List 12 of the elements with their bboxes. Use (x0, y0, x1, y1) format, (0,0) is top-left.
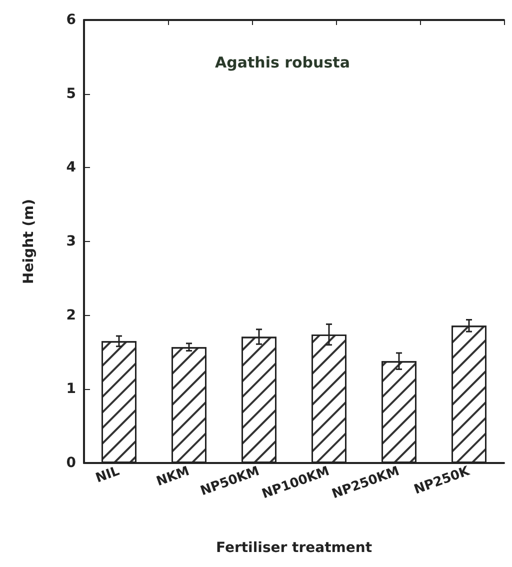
y-tick-label: 1 (66, 381, 76, 398)
y-tick-label: 2 (66, 307, 76, 324)
y-tick-label: 6 (66, 12, 76, 28)
y-tick-label: 0 (66, 455, 76, 471)
y-tick-label: 3 (66, 234, 76, 250)
y-axis-title: Height (m) (21, 199, 37, 284)
y-tick-label: 5 (66, 86, 76, 102)
y-tick-label: 4 (66, 160, 76, 176)
x-axis-title: Fertiliser treatment (216, 540, 372, 556)
text: Agathis robusta (215, 54, 350, 72)
x-tick-label: NIL (94, 464, 122, 486)
x-tick-label: NKM (154, 464, 192, 490)
